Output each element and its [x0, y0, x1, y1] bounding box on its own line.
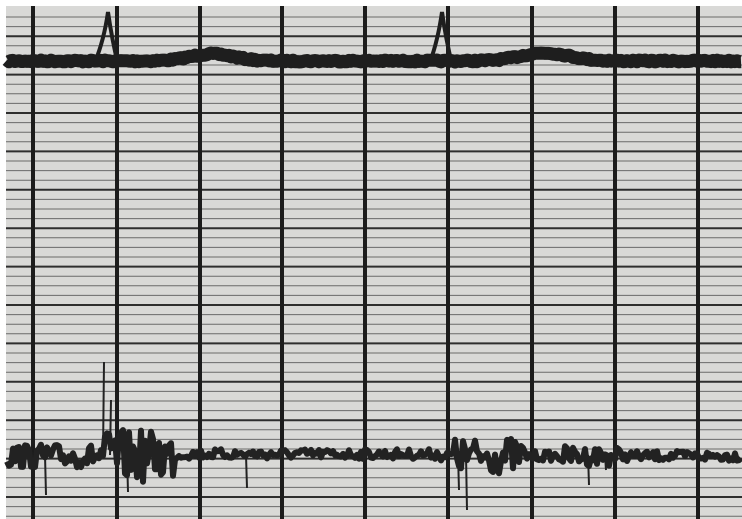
lower-trace-spike: [246, 455, 247, 488]
lower-trace-spike: [110, 400, 111, 455]
lower-trace-spike: [103, 362, 104, 455]
lower-trace-spike: [588, 455, 589, 485]
lower-trace-spike: [458, 455, 459, 490]
lower-trace-spike: [45, 455, 46, 495]
page: (() => { const NS = 'http://www.w3.org/2…: [0, 0, 742, 519]
lower-trace-spike: [466, 455, 467, 510]
recording-paper: [0, 0, 742, 519]
lower-trace-spike: [127, 455, 128, 492]
lower-trace-spike: [605, 455, 606, 470]
